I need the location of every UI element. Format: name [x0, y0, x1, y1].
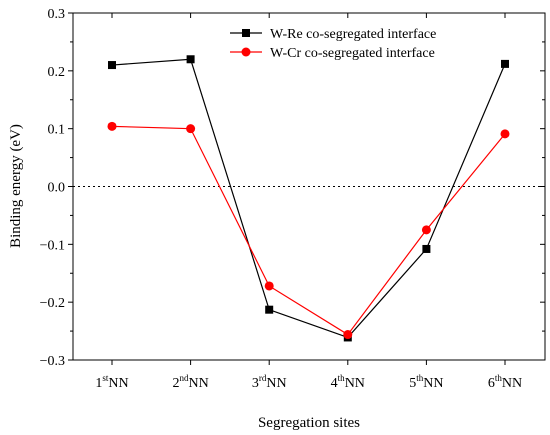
y-tick-label: 0.1	[48, 123, 66, 138]
x-tick-label: 5thNN	[409, 373, 443, 391]
legend-marker-1	[241, 47, 251, 57]
x-tick-label: 4thNN	[331, 373, 365, 391]
series-1-point	[264, 281, 274, 291]
x-tick-label: 3rdNN	[252, 373, 287, 391]
y-axis-title: Binding energy (eV)	[8, 124, 24, 248]
y-tick-label: 0.0	[48, 181, 66, 196]
y-tick-label: −0.3	[40, 354, 65, 369]
legend-marker-0	[242, 29, 250, 37]
x-tick-label: 6thNN	[488, 373, 522, 391]
x-axis-title: Segregation sites	[258, 415, 360, 431]
series-1-point	[107, 121, 117, 131]
y-tick-label: −0.1	[40, 238, 65, 253]
y-tick-label: −0.2	[40, 296, 65, 311]
y-tick-label: 0.3	[48, 7, 66, 22]
series-0-point	[501, 59, 509, 68]
series-0-point	[265, 305, 274, 314]
series-0-point	[422, 244, 431, 253]
plot-area: −0.3 −0.2 −0.1 0.0 0.1 0.2 0.3 1stNN 2ndNN 3rdNN 4…	[40, 7, 546, 391]
series-1-point	[343, 330, 353, 340]
legend-label-1: W-Cr co-segregated interface	[270, 46, 435, 61]
x-tick-label: 1stNN	[95, 373, 128, 391]
series-line-0	[111, 58, 506, 339]
series-1-point	[421, 225, 431, 235]
legend-label-0: W-Re co-segregated interface	[270, 27, 436, 42]
series-line-1	[111, 125, 506, 336]
y-tick-label: 0.2	[48, 65, 66, 80]
series-0-point	[186, 55, 195, 64]
series-1-point	[500, 129, 510, 139]
series-1-point	[186, 124, 196, 134]
x-tick-label: 2ndNN	[172, 373, 208, 391]
series-0-point	[108, 61, 116, 70]
